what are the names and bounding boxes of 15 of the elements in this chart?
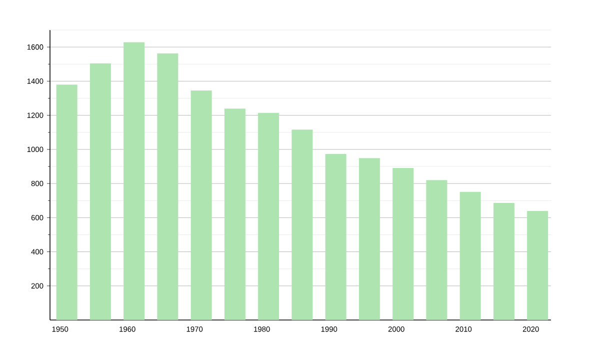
bar xyxy=(124,42,145,320)
bar xyxy=(224,108,246,320)
bar xyxy=(426,180,448,320)
bar xyxy=(258,112,280,320)
bar xyxy=(460,192,481,320)
bar xyxy=(90,63,111,320)
bar xyxy=(358,158,380,320)
bar xyxy=(56,84,78,320)
bar xyxy=(392,168,414,320)
bar xyxy=(493,202,514,320)
bar xyxy=(292,130,313,320)
bar xyxy=(527,210,548,320)
bar xyxy=(325,154,346,320)
bar xyxy=(190,90,212,320)
bar xyxy=(157,53,178,320)
